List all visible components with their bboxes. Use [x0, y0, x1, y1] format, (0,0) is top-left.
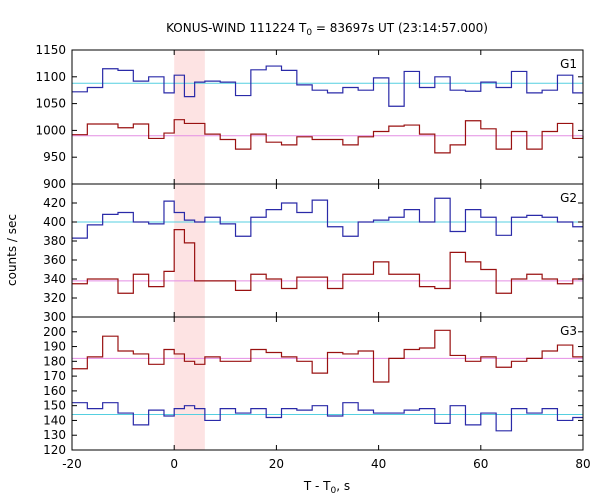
x-axis-title: T - T0, s	[303, 479, 350, 496]
panel-1-ytick-label-1: 950	[43, 150, 66, 164]
panel-3-ytick-label-5: 170	[43, 369, 66, 383]
highlight-interval-band	[174, 50, 205, 450]
panel-3-ytick-label-7: 190	[43, 340, 66, 354]
chart-title: KONUS-WIND 111224 T0 = 83697s UT (23:14:…	[166, 21, 488, 38]
xtick-label-0: -20	[62, 457, 82, 471]
xtick-label-3: 40	[371, 457, 386, 471]
panel-2-series-1	[72, 197, 583, 239]
xtick-label-1: 0	[170, 457, 178, 471]
panel-2-ytick-label-5: 400	[43, 215, 66, 229]
xtick-label-2: 20	[269, 457, 284, 471]
panel-3-series-2	[72, 402, 583, 432]
panel-1-series-1	[72, 65, 583, 107]
frame-layer	[71, 49, 584, 451]
panel-3-frame	[71, 316, 584, 451]
panel-2-ytick-label-1: 320	[43, 291, 66, 305]
panel-2-label: G2	[560, 191, 577, 205]
panel-1-frame	[71, 49, 584, 185]
panel-2-ytick-label-4: 380	[43, 234, 66, 248]
panel-3-ytick-label-2: 140	[43, 413, 66, 427]
panel-1-ytick-label-4: 1100	[35, 70, 66, 84]
panel-3-label: G3	[560, 324, 577, 338]
panel-1-series-2	[72, 119, 584, 154]
panel-1-ytick-label-2: 1000	[35, 123, 66, 137]
panel-1-ytick-label-5: 1150	[35, 43, 66, 57]
panel-3-ytick-label-6: 180	[43, 354, 66, 368]
panel-3-ytick-label-1: 130	[43, 428, 66, 442]
xtick-label-4: 60	[473, 457, 488, 471]
y-axis-title: counts / sec	[5, 214, 19, 286]
panel-3-ytick-label-4: 160	[43, 384, 66, 398]
panel-3-ytick-label-3: 150	[43, 399, 66, 413]
tick-layer	[71, 49, 584, 451]
panel-2-ytick-label-6: 420	[43, 196, 66, 210]
xtick-label-5: 80	[575, 457, 590, 471]
panel-2-ytick-label-2: 340	[43, 272, 66, 286]
panel-2-ytick-label-0: 300	[43, 310, 66, 324]
panel-1-label: G1	[560, 57, 577, 71]
panel-1-ytick-label-3: 1050	[35, 97, 66, 111]
panel-3-ytick-label-0: 120	[43, 443, 66, 457]
label-layer: 900 950 1000 1050 1100 1150 G1 300 320 340 360 380 4…	[35, 43, 590, 471]
panel-3-ytick-label-8: 200	[43, 325, 66, 339]
panel-1-ytick-label-0: 900	[43, 177, 66, 191]
series-layer	[72, 65, 584, 432]
panel-3-series-1	[72, 329, 583, 383]
panel-2-series-2	[72, 229, 584, 294]
panel-2-ytick-label-3: 360	[43, 253, 66, 267]
highlight-layer	[174, 50, 205, 450]
